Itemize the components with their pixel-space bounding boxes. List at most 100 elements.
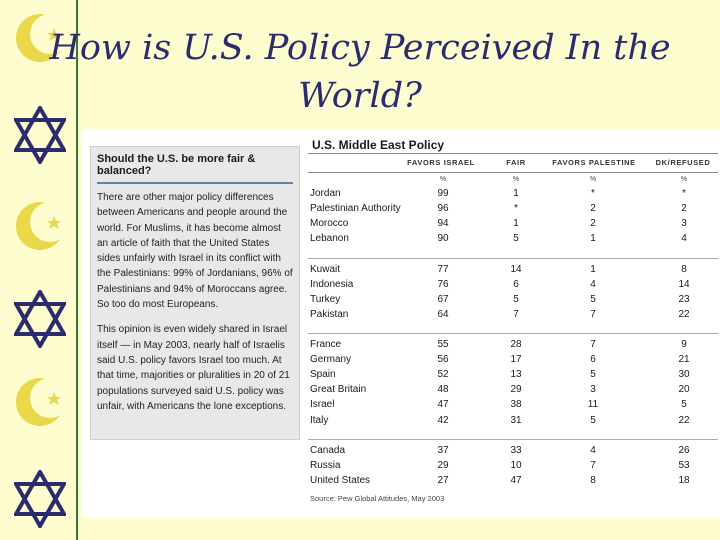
- value-cell: 7: [513, 309, 519, 321]
- value-cell: 28: [510, 339, 522, 350]
- country-cell: United States: [310, 475, 371, 487]
- crescent-star-icon: [16, 378, 66, 426]
- value-cell: 6: [590, 354, 596, 366]
- value-cell: 5: [590, 369, 596, 381]
- value-cell: 30: [678, 369, 690, 381]
- table-row: Lebanon 90 5 1 4: [308, 233, 718, 248]
- value-cell: 3: [590, 384, 596, 396]
- sidebar-box: Should the U.S. be more fair & balanced?…: [90, 146, 300, 440]
- value-cell: 76: [437, 279, 449, 291]
- value-cell: 96: [437, 203, 449, 215]
- value-cell: 37: [437, 445, 449, 456]
- title-line-1: How is U.S. Policy Perceived In the: [49, 28, 671, 68]
- value-cell: 4: [590, 445, 596, 456]
- value-cell: 1: [513, 188, 519, 199]
- slide-title: How is U.S. Policy Perceived In the Worl…: [40, 24, 680, 120]
- value-cell: 14: [678, 279, 690, 291]
- header-favors-israel: FAVORS ISRAEL: [407, 158, 475, 167]
- value-cell: 99: [437, 188, 449, 199]
- table-row: Great Britain 48 29 3 20: [308, 384, 718, 399]
- value-cell: 94: [437, 218, 449, 230]
- value-cell: 23: [678, 294, 690, 306]
- country-cell: Israel: [310, 399, 335, 411]
- value-cell: 1: [590, 264, 596, 275]
- country-cell: France: [310, 339, 342, 350]
- table-row: Israel 47 38 11 5: [308, 399, 718, 414]
- unit-label: %: [439, 176, 447, 183]
- group-rule: [308, 439, 718, 440]
- unit-row: % % % %: [308, 176, 718, 186]
- value-cell: 1: [590, 233, 596, 245]
- value-cell: *: [682, 188, 686, 199]
- value-cell: 27: [437, 475, 449, 487]
- value-cell: 77: [437, 264, 449, 275]
- value-cell: 7: [590, 339, 596, 350]
- value-cell: 18: [678, 475, 690, 487]
- header-dk-refused: DK/REFUSED: [655, 158, 711, 167]
- value-cell: 67: [437, 294, 449, 306]
- value-cell: 64: [437, 309, 449, 321]
- table-row: Germany 56 17 6 21: [308, 354, 718, 369]
- value-cell: 2: [590, 203, 596, 215]
- country-cell: Indonesia: [310, 279, 354, 291]
- table-title: U.S. Middle East Policy: [312, 138, 445, 152]
- value-cell: 5: [590, 414, 596, 426]
- value-cell: 5: [513, 294, 519, 306]
- value-cell: 5: [513, 233, 519, 245]
- value-cell: 1: [513, 218, 519, 230]
- value-cell: 90: [437, 233, 449, 245]
- country-cell: Russia: [310, 460, 341, 472]
- value-cell: 38: [510, 399, 522, 411]
- value-cell: 5: [681, 399, 687, 411]
- value-cell: 2: [681, 203, 687, 215]
- value-cell: 56: [437, 354, 449, 366]
- unit-label: %: [680, 176, 688, 183]
- value-cell: 29: [510, 384, 522, 396]
- value-cell: 47: [437, 399, 449, 411]
- country-cell: Jordan: [310, 188, 341, 199]
- value-cell: 10: [510, 460, 522, 472]
- header-favors-palestine: FAVORS PALESTINE: [552, 158, 636, 167]
- value-cell: 6: [513, 279, 519, 291]
- value-cell: 13: [510, 369, 522, 381]
- value-cell: 42: [437, 414, 449, 426]
- table-row: Canada 37 33 4 26: [308, 445, 718, 460]
- value-cell: *: [514, 203, 518, 215]
- table-header: FAVORS ISRAEL FAIR FAVORS PALESTINE DK/R…: [308, 158, 718, 170]
- table-row: Indonesia 76 6 4 14: [308, 279, 718, 294]
- country-cell: Palestinian Authority: [310, 203, 401, 215]
- value-cell: 55: [437, 339, 449, 350]
- value-cell: 9: [681, 339, 687, 350]
- value-cell: 26: [678, 445, 690, 456]
- table-top-rule: [308, 153, 718, 154]
- table-row: Pakistan 64 7 7 22: [308, 309, 718, 324]
- value-cell: 31: [510, 414, 522, 426]
- value-cell: 4: [681, 233, 687, 245]
- sidebar-paragraph-1: There are other major policy differences…: [97, 192, 293, 311]
- header-fair: FAIR: [506, 158, 526, 167]
- unit-label: %: [589, 176, 597, 183]
- table-row: Spain 52 13 5 30: [308, 369, 718, 384]
- group-rule: [308, 258, 718, 259]
- unit-label: %: [512, 176, 520, 183]
- value-cell: 52: [437, 369, 449, 381]
- country-cell: Kuwait: [310, 264, 341, 275]
- country-cell: Germany: [310, 354, 352, 366]
- header-rule: [308, 172, 718, 173]
- value-cell: 33: [510, 445, 522, 456]
- value-cell: 48: [437, 384, 449, 396]
- value-cell: 5: [590, 294, 596, 306]
- crescent-star-icon: [16, 14, 66, 62]
- country-cell: Lebanon: [310, 233, 349, 245]
- value-cell: 8: [681, 264, 687, 275]
- value-cell: 7: [590, 309, 596, 321]
- country-cell: Italy: [310, 414, 329, 426]
- table-row: Jordan 99 1 * *: [308, 188, 718, 203]
- value-cell: 20: [678, 384, 690, 396]
- value-cell: 14: [510, 264, 522, 275]
- divider-line: [76, 0, 78, 540]
- value-cell: 29: [437, 460, 449, 472]
- table-row: Italy 42 31 5 22: [308, 415, 718, 430]
- table-row: Palestinian Authority 96 * 2 2: [308, 203, 718, 218]
- sidebar-heading: Should the U.S. be more fair & balanced?: [97, 153, 293, 184]
